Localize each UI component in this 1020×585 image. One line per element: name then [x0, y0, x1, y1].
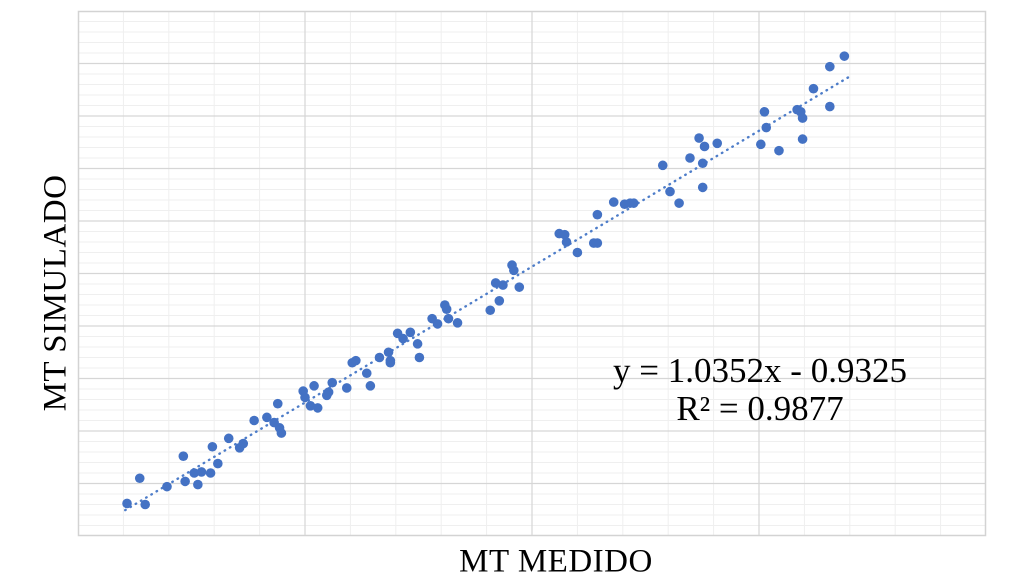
scatter-point	[756, 139, 766, 150]
scatter-point	[189, 468, 200, 478]
scatter-point	[608, 197, 619, 207]
scatter-point	[592, 238, 603, 248]
scatter-point	[414, 352, 425, 363]
scatter-point	[509, 265, 519, 276]
scatter-point	[361, 368, 372, 379]
scatter-point	[383, 347, 394, 358]
x-axis-title: MT MEDIDO	[459, 543, 653, 580]
scatter-point	[262, 412, 272, 423]
scatter-point	[249, 415, 259, 426]
scatter-point	[193, 479, 203, 490]
scatter-point	[694, 133, 704, 143]
scatter-point	[774, 145, 784, 156]
scatter-point	[825, 61, 835, 72]
scatter-point	[365, 381, 376, 391]
scatter-point	[312, 403, 323, 413]
scatter-point	[385, 357, 396, 368]
scatter-point	[697, 182, 708, 193]
y-axis-title: MT SIMULADO	[37, 174, 74, 412]
scatter-point	[761, 122, 772, 133]
scatter-point	[178, 451, 189, 462]
scatter-point	[839, 51, 850, 61]
scatter-point	[272, 398, 283, 409]
scatter-point	[432, 319, 443, 329]
scatter-point	[140, 499, 150, 510]
scatter-point	[323, 387, 334, 397]
scatter-point	[674, 198, 684, 208]
scatter-point	[697, 158, 708, 169]
scatter-point	[405, 327, 416, 338]
scatter-point	[452, 318, 463, 328]
scatter-point	[490, 278, 501, 288]
scatter-point	[351, 355, 361, 366]
scatter-point	[205, 468, 216, 478]
scatter-point	[223, 433, 234, 444]
scatter-point	[122, 498, 132, 509]
scatter-point	[398, 333, 408, 344]
trendline	[124, 76, 850, 512]
scatter-point	[412, 339, 423, 349]
scatter-point	[808, 83, 819, 94]
scatter-point	[559, 229, 570, 240]
scatter-point	[213, 458, 223, 469]
scatter-point	[196, 467, 207, 477]
scatter-point	[797, 134, 808, 144]
scatter-point	[134, 473, 145, 484]
scatter-point	[699, 141, 710, 152]
scatter-point	[561, 237, 572, 247]
scatter-point	[276, 428, 287, 438]
plot-canvas	[77, 10, 987, 537]
scatter-point	[180, 476, 190, 487]
scatter-point	[162, 481, 172, 492]
scatter-point	[685, 153, 695, 163]
r-squared-text: R² = 0.9877	[676, 389, 844, 428]
scatter-point	[485, 305, 496, 316]
scatter-point	[712, 138, 723, 149]
scatter-point	[657, 160, 668, 171]
scatter-point	[309, 381, 319, 391]
scatter-point	[305, 401, 316, 411]
trendline-equation-text: y = 1.0352x - 0.9325	[613, 351, 907, 390]
plot-border	[77, 10, 987, 537]
scatter-point	[207, 441, 218, 452]
scatter-point	[494, 296, 505, 306]
scatter-point	[238, 438, 249, 449]
scatter-point	[592, 209, 603, 220]
scatter-point	[825, 101, 835, 112]
scatter-point	[443, 313, 454, 324]
scatter-point	[797, 113, 808, 123]
plot-area	[77, 10, 987, 537]
scatter-point	[327, 377, 338, 388]
scatter-point	[441, 304, 452, 315]
scatter-point	[665, 186, 675, 197]
scatter-point	[759, 107, 770, 117]
scatter-point	[572, 247, 583, 258]
scatter-point	[628, 198, 639, 208]
scatter-point	[341, 383, 352, 393]
scatter-point	[374, 352, 385, 363]
trendline-annotation: y = 1.0352x - 0.9325 R² = 0.9877	[613, 352, 907, 428]
scatter-point	[514, 282, 525, 292]
scatter-point	[300, 392, 310, 403]
scatter-point	[498, 280, 508, 290]
